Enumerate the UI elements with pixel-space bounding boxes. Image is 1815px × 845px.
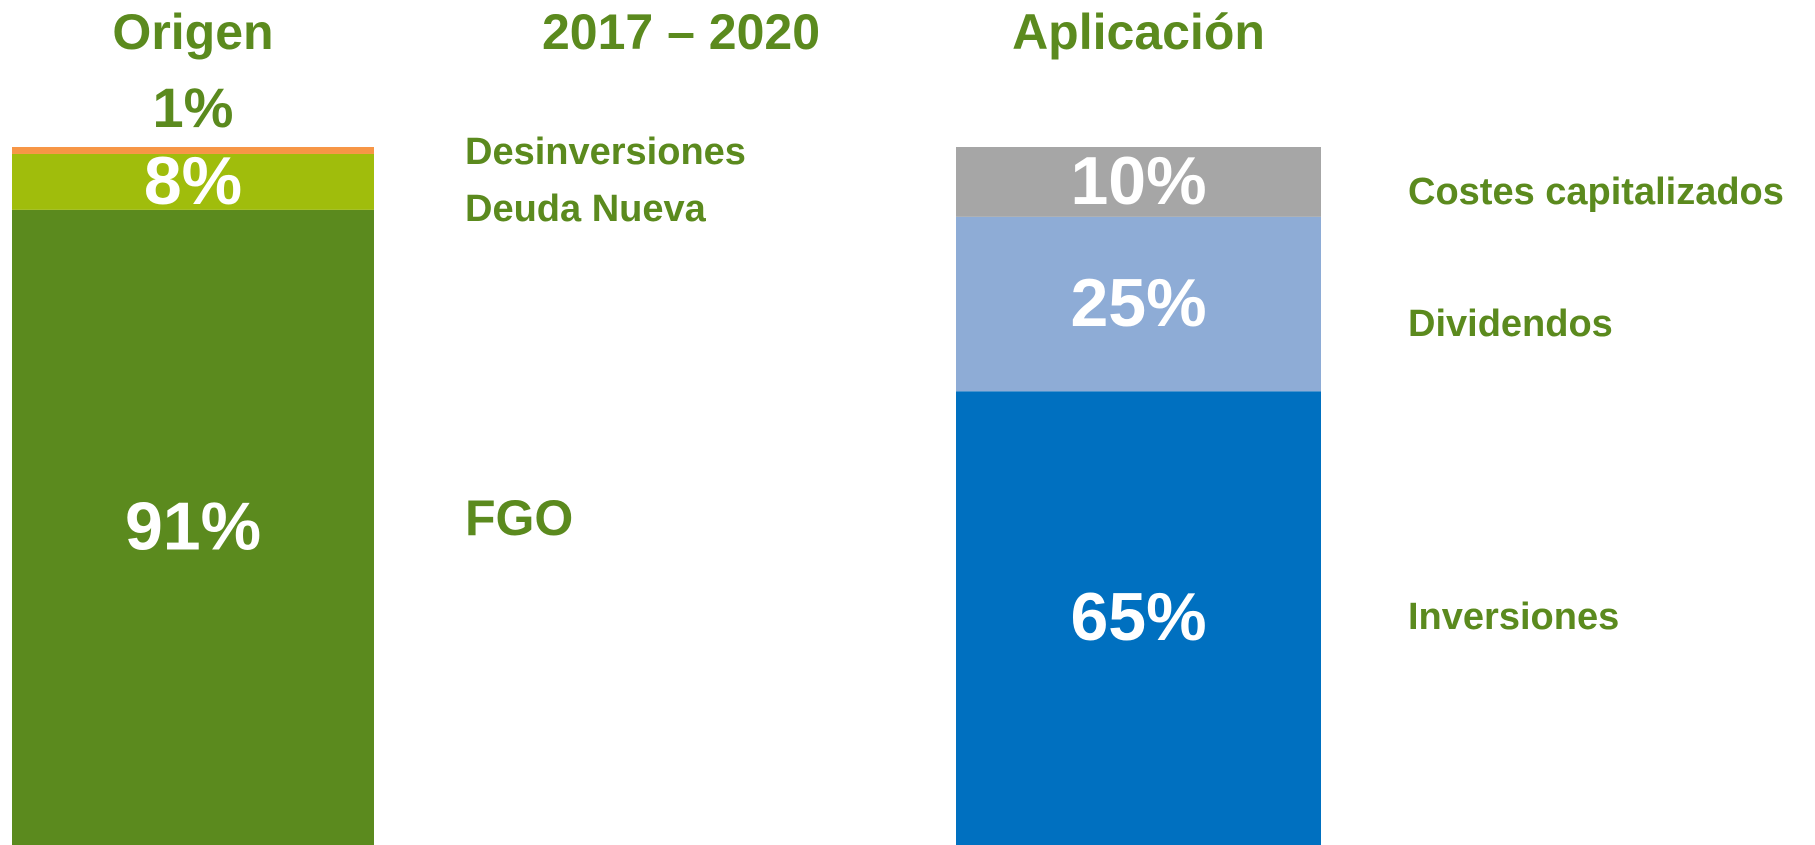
legend-label: Inversiones <box>1408 596 1619 638</box>
legend-label: Desinversiones <box>465 131 746 173</box>
chart-title: 2017 – 2020 <box>542 4 820 60</box>
bar-segment <box>12 209 374 845</box>
value-label: 10% <box>1070 143 1206 219</box>
value-label: 25% <box>1070 265 1206 341</box>
legend-label: Dividendos <box>1408 303 1613 345</box>
bar-segment <box>956 147 1321 217</box>
bar-header: Aplicación <box>1012 4 1265 60</box>
legend-label: Costes capitalizados <box>1408 171 1784 213</box>
legend-label: FGO <box>465 490 573 546</box>
bar-segment <box>956 216 1321 392</box>
value-label: 91% <box>125 488 261 564</box>
value-label: 8% <box>144 143 242 219</box>
legend-label: Deuda Nueva <box>465 188 707 230</box>
value-label: 1% <box>153 76 234 139</box>
bar-segment <box>956 391 1321 845</box>
bar-header: Origen <box>112 4 273 60</box>
bar-segment <box>12 147 374 154</box>
value-label: 65% <box>1070 579 1206 655</box>
bar-segment <box>12 153 374 210</box>
